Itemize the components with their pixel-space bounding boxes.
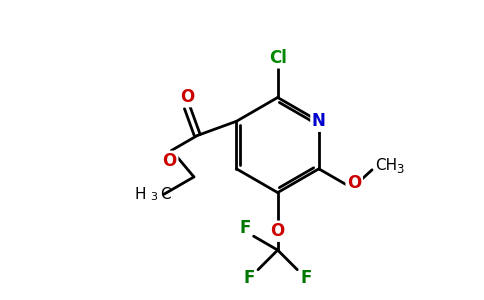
Text: H: H [135, 187, 146, 202]
Text: F: F [239, 219, 250, 237]
Text: O: O [180, 88, 195, 106]
Text: F: F [243, 268, 255, 286]
Text: 3: 3 [151, 192, 157, 202]
Text: C: C [160, 187, 170, 202]
Text: O: O [163, 152, 177, 170]
Text: O: O [347, 174, 362, 192]
Text: CH: CH [375, 158, 397, 173]
Text: O: O [271, 222, 285, 240]
Text: N: N [312, 112, 326, 130]
Text: Cl: Cl [269, 49, 287, 67]
Text: 3: 3 [396, 163, 404, 176]
Text: F: F [301, 268, 312, 286]
